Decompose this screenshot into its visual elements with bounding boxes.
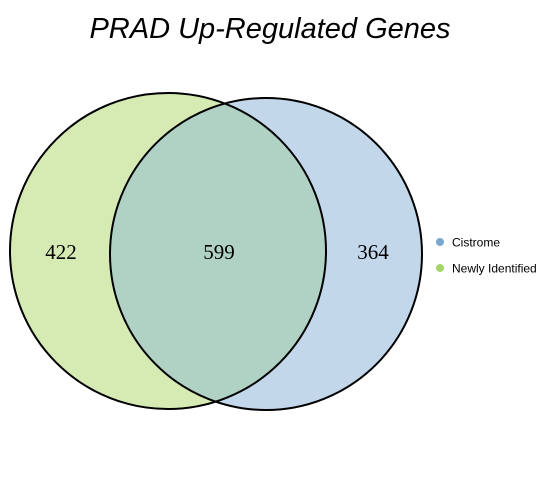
count-cistrome-only: 364: [357, 240, 389, 264]
overlap-region: [110, 98, 326, 409]
legend-key-cistrome: [436, 238, 444, 246]
cistrome-outline: [109, 97, 423, 411]
legend-key-newly-identified: [436, 264, 444, 272]
legend: Cistrome Newly Identified: [436, 236, 537, 276]
legend-item-newly-identified: Newly Identified: [436, 262, 537, 276]
newly-identified-outline: [9, 92, 327, 410]
legend-label-cistrome: Cistrome: [452, 236, 500, 250]
diagram-title: PRAD Up-Regulated Genes: [89, 13, 450, 45]
legend-item-cistrome: Cistrome: [436, 236, 500, 250]
legend-label-newly-identified: Newly Identified: [452, 262, 537, 276]
count-newly-identified-only: 422: [45, 240, 77, 264]
count-overlap: 599: [203, 240, 235, 264]
